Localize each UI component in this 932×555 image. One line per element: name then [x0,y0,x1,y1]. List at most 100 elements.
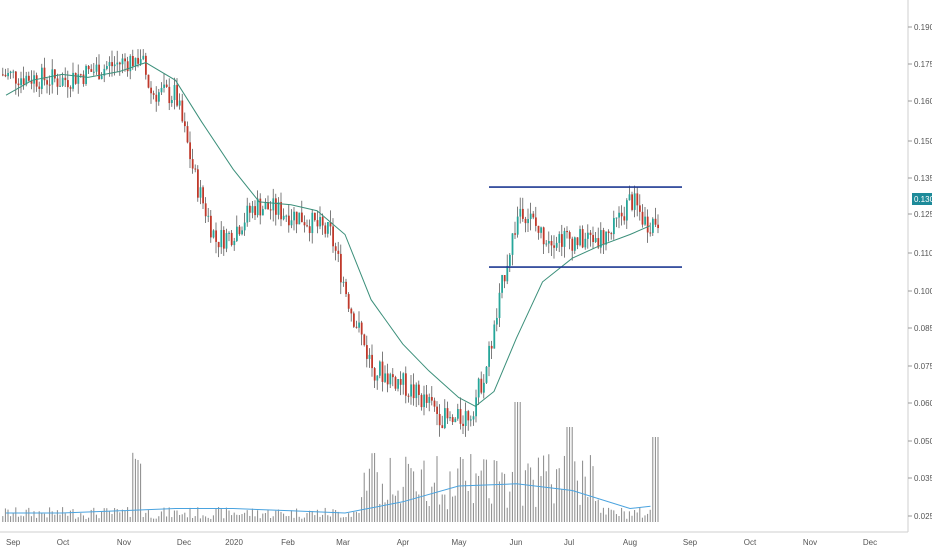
candle-body [48,84,51,86]
volume-bar [311,511,313,522]
candle-body [623,216,626,221]
candle-body [243,222,246,231]
volume-bar [25,509,27,522]
candle-body [308,226,311,234]
volume-bar [306,513,308,522]
candle-body [602,230,605,245]
candle-body [121,58,124,65]
candle-body [38,86,41,89]
candle-body [15,71,17,84]
volume-bar [90,509,92,522]
volume-bar [392,494,394,522]
candle-body [444,408,446,428]
volume-bar [319,516,321,522]
volume-bar [478,475,480,522]
volume-bar [582,460,584,522]
time-tick-label: Feb [281,538,295,547]
candle-body [95,64,98,72]
volume-bar [595,501,597,522]
volume-bar [519,402,521,522]
volume-bar [93,507,95,522]
candle-body [329,222,332,227]
volume-bar [264,513,266,522]
candle-body [254,206,256,216]
candle-body [503,275,506,282]
candle-body [181,100,184,122]
candle-body [178,100,181,106]
candle-body [282,215,285,220]
volume-bar [376,472,378,522]
candle-body [555,242,558,248]
volume-bar [324,507,326,522]
volume-bar [142,517,144,522]
time-axis: Sep Oct Nov Dec 2020 Feb Mar Apr May Jun Jul Aug Sep… [0,531,908,547]
candle-body [589,232,592,235]
candle-body [475,397,477,417]
volume-bar [597,499,599,522]
candle-body [126,61,129,72]
candle-body [368,354,371,359]
volume-bar [134,458,136,522]
volume-bar [23,516,25,522]
volume-bar [322,514,324,522]
volume-bar [54,514,56,522]
candle-body [524,218,527,224]
candle-body [431,397,433,401]
volume-bar [316,509,318,522]
volume-bar [114,508,116,522]
candle-body [405,373,407,396]
candle-body [233,240,236,246]
candle-body [363,334,366,346]
volume-bar [38,511,40,522]
time-tick-label: Mar [336,538,350,547]
volume-bar [540,476,542,522]
volume-bar [160,511,162,522]
volume-bar [272,516,274,522]
candle-body [600,230,602,248]
volume-bar [153,518,155,522]
volume-bar [504,473,506,522]
candle-body [425,394,428,403]
volume-bar [298,516,300,522]
volume-bar [592,466,594,522]
volume-bar [379,503,381,522]
volume-bar [80,513,82,522]
candle-body [150,87,152,94]
volume-bar [636,512,638,522]
candle-body [225,233,228,249]
price-tick-label: 0.135 [914,174,932,183]
candle-body [93,71,95,73]
candle-body [28,75,30,81]
candle-body [376,375,379,381]
candle-body [25,75,28,85]
candle-body [137,57,139,64]
volume-bar [119,512,121,522]
volume-bar [522,505,524,522]
volume-bar [584,476,586,522]
candle-body [641,211,644,225]
volume-bar [98,518,100,522]
volume-bar [158,516,160,522]
volume-bar [496,460,498,522]
candle-body [535,217,537,226]
volume-bar [514,402,516,522]
price-tick-label: 0.060 [914,399,932,408]
volume-bar [647,513,649,522]
candle-body [280,202,282,220]
candle-body [519,208,522,217]
candle-body [345,281,347,295]
volume-bar [491,503,493,522]
candle-body [592,234,594,243]
volume-bar [420,469,422,522]
candle-body [605,231,607,245]
candle-body [256,198,259,216]
volume-bar [194,516,196,522]
candle-body [72,72,74,89]
candle-body [22,78,25,85]
volume-bar [511,471,513,522]
volume-bar [418,494,420,522]
volume-bar [550,484,552,522]
candle-body [477,378,480,398]
candle-body [407,395,410,397]
volume-bar [254,516,256,522]
